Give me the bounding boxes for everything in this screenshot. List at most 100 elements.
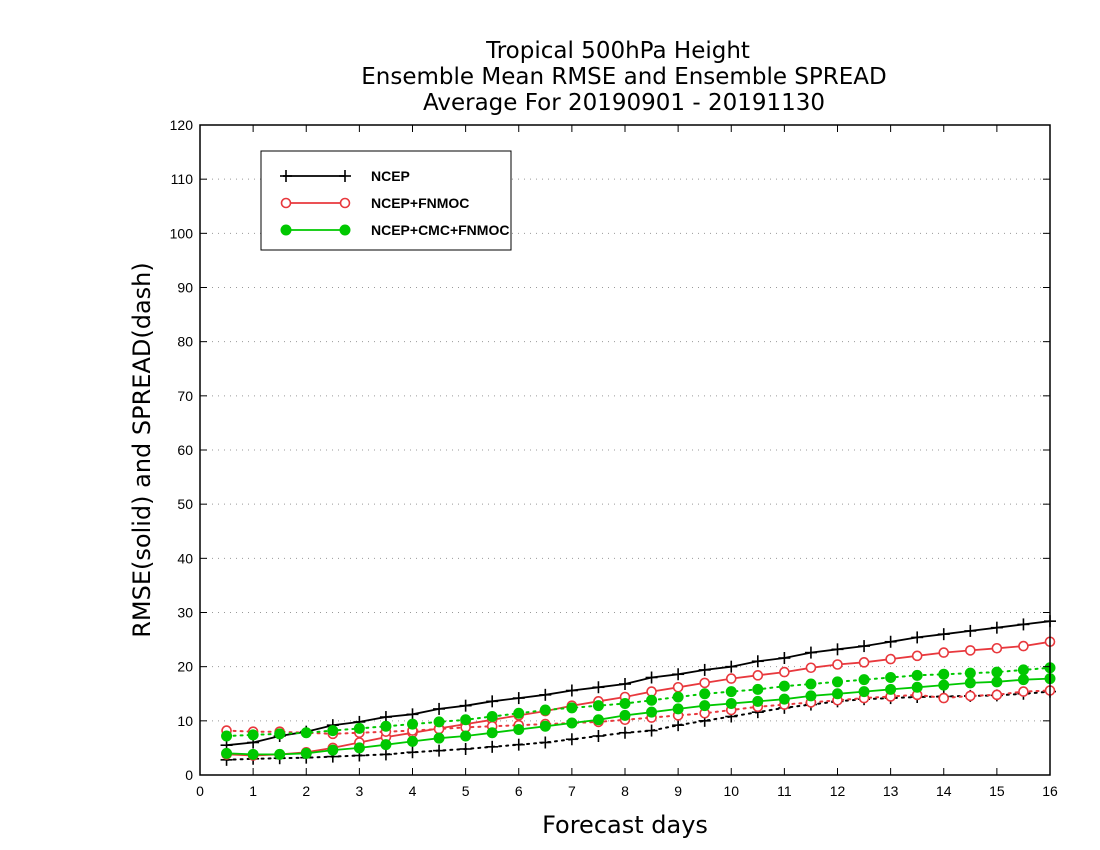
spread-point	[699, 688, 711, 700]
chart-title-line-3: Average For 20190901 - 20191130	[423, 90, 825, 116]
spread-point	[300, 727, 312, 739]
rmse-point	[247, 748, 259, 760]
rmse-point	[672, 668, 685, 681]
rmse-point	[779, 666, 790, 678]
legend-label: NCEP+FNMOC	[371, 195, 469, 211]
spread-line	[225, 666, 1051, 737]
rmse-point	[406, 708, 419, 721]
spread-point	[566, 702, 578, 714]
spread-point	[433, 744, 446, 757]
spread-point	[805, 678, 817, 690]
rmse-point	[459, 699, 472, 712]
rmse-point	[805, 690, 817, 702]
rmse-point	[991, 642, 1003, 654]
x-axis-label: Forecast days	[542, 811, 708, 839]
rmse-point	[725, 673, 737, 684]
spread-point	[832, 676, 843, 688]
y-tick-label: 80	[177, 334, 193, 350]
rmse-point	[539, 688, 552, 701]
y-tick-label: 40	[177, 550, 193, 566]
rmse-point	[646, 706, 658, 718]
spread-point	[858, 674, 870, 686]
rmse-point	[937, 628, 950, 641]
spread-point	[327, 725, 339, 737]
legend-marker	[339, 197, 351, 209]
spread-point	[592, 730, 605, 742]
rmse-point	[964, 677, 976, 689]
x-tick-label: 9	[674, 783, 682, 799]
rmse-point	[353, 742, 365, 754]
y-tick-label: 50	[177, 496, 193, 512]
rmse-point	[698, 663, 711, 676]
chart-title-line-1: Tropical 500hPa Height	[485, 38, 750, 64]
rmse-point	[832, 688, 843, 700]
spread-point	[672, 719, 685, 732]
x-tick-label: 10	[723, 783, 739, 799]
y-tick-label: 20	[177, 659, 193, 675]
legend: NCEP NCEP+FNMOC NCEP+CMC+FNMOC	[260, 150, 512, 251]
spread-point	[433, 716, 445, 728]
spread-point	[646, 694, 658, 706]
spread-point	[991, 689, 1003, 701]
rmse-point	[672, 681, 684, 693]
series-0	[220, 615, 1056, 766]
rmse-point	[274, 748, 286, 760]
rmse-point	[725, 698, 737, 709]
series-1	[221, 636, 1056, 761]
spread-point	[752, 683, 764, 695]
rmse-point	[539, 720, 551, 732]
x-tick-label: 15	[989, 783, 1005, 799]
spread-point	[565, 733, 578, 746]
rmse-point	[725, 660, 738, 673]
spread-point	[486, 740, 499, 753]
rmse-point	[300, 747, 312, 759]
rmse-point	[592, 681, 605, 694]
y-tick-label: 70	[177, 388, 193, 404]
grid-lines	[200, 178, 1050, 722]
spread-line	[225, 690, 1051, 761]
rmse-point	[805, 662, 817, 674]
rmse-point	[778, 693, 790, 705]
rmse-point	[752, 695, 764, 707]
spread-point	[459, 743, 472, 755]
y-tick-label: 60	[177, 442, 193, 458]
series-layer	[220, 615, 1056, 766]
rmse-point	[751, 655, 764, 668]
x-tick-label: 16	[1042, 783, 1058, 799]
spread-point	[274, 728, 286, 740]
spread-point	[619, 726, 631, 739]
y-tick-label: 110	[171, 171, 194, 187]
rmse-point	[911, 681, 923, 693]
spread-point	[247, 729, 259, 741]
rmse-point	[752, 670, 764, 681]
rmse-line	[226, 640, 1051, 757]
legend-marker	[280, 197, 292, 209]
rmse-point	[804, 646, 817, 659]
x-tick-label: 8	[621, 783, 629, 799]
spread-point	[513, 707, 525, 719]
legend-box	[260, 150, 512, 251]
x-axis: 0 1 2 3 4 5 6 7 8 9 10 11 12 13 14 15 16	[196, 125, 1058, 799]
rmse-point	[407, 735, 418, 747]
spread-point	[725, 686, 737, 698]
y-axis: 0 10 20 30 40 50 60 70 80 90 100 110 120	[170, 117, 1050, 783]
rmse-line	[226, 620, 1051, 747]
spread-point	[885, 672, 897, 683]
rmse-point	[460, 730, 472, 742]
x-tick-label: 14	[936, 783, 952, 799]
spread-point	[353, 722, 365, 734]
rmse-point	[832, 659, 843, 670]
y-tick-label: 0	[185, 767, 193, 783]
spread-point	[380, 720, 392, 732]
x-tick-label: 13	[883, 783, 899, 799]
rmse-point	[1017, 674, 1029, 686]
spread-point	[512, 738, 525, 751]
spread-point	[460, 714, 472, 726]
rmse-point	[964, 624, 977, 637]
rmse-point	[885, 683, 897, 695]
spread-point	[539, 704, 551, 716]
x-tick-label: 1	[249, 783, 257, 799]
rmse-point	[1017, 618, 1030, 631]
y-tick-label: 120	[170, 117, 194, 133]
legend-marker	[280, 170, 292, 182]
